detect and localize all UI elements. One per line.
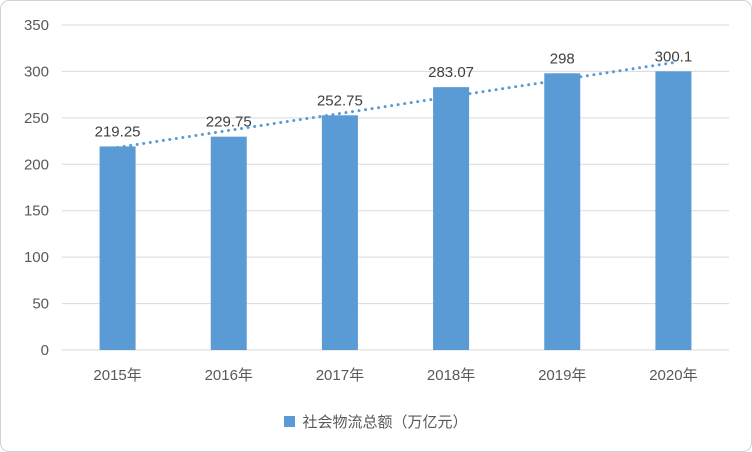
legend-label: 社会物流总额（万亿元） (302, 413, 468, 431)
y-axis-tick-label: 100 (24, 249, 49, 266)
bar (99, 146, 136, 350)
bar-data-label: 300.1 (655, 48, 693, 65)
y-axis-tick-label: 300 (24, 63, 49, 80)
x-axis-tick-label: 2017年 (316, 367, 364, 384)
trendline (116, 61, 675, 149)
y-axis-tick-label: 200 (24, 156, 49, 173)
y-axis-tick-label: 50 (32, 296, 49, 313)
bar (544, 73, 581, 351)
bar-data-label: 283.07 (428, 64, 474, 81)
bar-data-label: 252.75 (317, 92, 363, 109)
y-axis-tick-label: 250 (24, 110, 49, 127)
x-axis-tick-label: 2020年 (649, 367, 697, 384)
bar-data-label: 298 (550, 50, 575, 67)
bar (655, 71, 692, 350)
legend-swatch-icon (284, 415, 296, 427)
x-axis-tick-label: 2018年 (427, 367, 475, 384)
bar-data-label: 219.25 (95, 123, 141, 140)
x-axis-tick-label: 2019年 (538, 367, 586, 384)
y-axis-tick-label: 350 (24, 17, 49, 34)
bar (321, 115, 358, 350)
x-axis-tick-label: 2016年 (205, 367, 253, 384)
bar-chart-plot: 0 50 100 150 200 250 300 350 219.25 2015年 229.75 20… (24, 17, 729, 384)
bar (210, 136, 247, 350)
y-axis-tick-label: 0 (41, 342, 49, 359)
legend: 社会物流总额（万亿元） (1, 406, 751, 436)
y-axis-tick-label: 150 (24, 203, 49, 220)
bar-data-label: 229.75 (206, 114, 252, 131)
bar (433, 87, 470, 350)
x-axis-tick-label: 2015年 (93, 367, 141, 384)
